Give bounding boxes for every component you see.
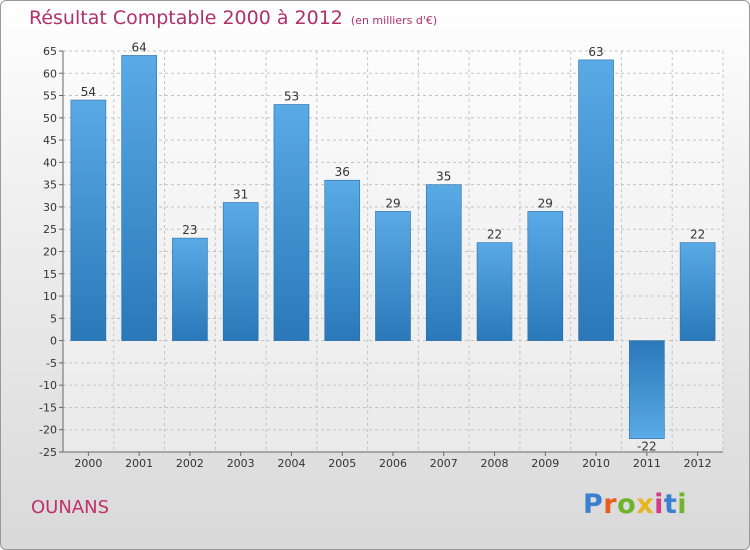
data-label-2005: 36 [335, 165, 350, 179]
y-tick-label: 55 [43, 90, 57, 103]
proxiti-logo: Proxiti [583, 489, 687, 520]
x-tick-label-2007: 2007 [430, 457, 458, 470]
data-label-2003: 31 [233, 187, 248, 201]
data-label-2004: 53 [284, 89, 299, 103]
logo-letter: i [654, 489, 664, 520]
x-tick-label-2012: 2012 [684, 457, 712, 470]
data-label-2008: 22 [487, 228, 502, 242]
logo-letter: x [636, 489, 655, 520]
y-tick-label: 30 [43, 201, 57, 214]
y-tick-label: -20 [39, 424, 57, 437]
bar-2003 [222, 202, 259, 341]
data-label-2002: 23 [182, 223, 197, 237]
logo-letter: t [663, 489, 678, 520]
data-label-2011: -22 [637, 440, 657, 454]
y-tick-label: 40 [43, 156, 57, 169]
bar-2012 [679, 242, 716, 341]
data-label-2012: 22 [690, 228, 705, 242]
bar-2009 [527, 211, 564, 341]
bar-2000 [70, 99, 107, 341]
x-tick-label-2004: 2004 [277, 457, 305, 470]
bar-2006 [375, 211, 411, 341]
x-tick-label-2006: 2006 [379, 457, 407, 470]
logo-letter: r [603, 489, 618, 520]
data-labels: 54 64 23 31 53 36 29 35 22 29 63 -22 22 [81, 40, 706, 453]
bar-2005 [324, 179, 361, 341]
y-tick-label: 35 [43, 179, 57, 192]
data-label-2000: 54 [81, 85, 96, 99]
y-tick-label: -10 [39, 379, 57, 392]
data-label-2007: 35 [436, 170, 451, 184]
chart-title: Résultat Comptable 2000 à 2012 [29, 7, 343, 29]
bar-2004 [273, 104, 310, 341]
x-tick-label-2009: 2009 [531, 457, 559, 470]
y-tick-label: -5 [46, 357, 57, 370]
bar-2001 [121, 55, 157, 341]
bar-2010 [578, 59, 614, 341]
y-tick-label: 65 [43, 45, 57, 58]
axes: -25 -20 -15 -10 -5 0 5 10 15 20 25 30 35 40 45 50 55 60 65… [39, 45, 723, 470]
x-tick-label-2008: 2008 [481, 457, 509, 470]
y-tick-label: 20 [43, 246, 57, 259]
x-tick-label-2003: 2003 [227, 457, 255, 470]
x-tick-label-2010: 2010 [582, 457, 610, 470]
bar-2002 [172, 237, 208, 341]
y-tick-label: 45 [43, 134, 57, 147]
bar-2008 [476, 242, 513, 341]
logo-letter: P [583, 489, 604, 520]
bar-2011 [629, 340, 665, 439]
x-tick-label-2011: 2011 [633, 457, 661, 470]
chart-title-block: Résultat Comptable 2000 à 2012 (en millie… [29, 7, 437, 29]
bar-2007 [425, 184, 462, 341]
logo-letter: o [617, 489, 637, 520]
y-tick-label: 25 [43, 223, 57, 236]
y-tick-label: 60 [43, 67, 57, 80]
x-tick-label-2002: 2002 [176, 457, 204, 470]
x-tick-label-2005: 2005 [328, 457, 356, 470]
y-tick-label: -25 [39, 446, 57, 459]
y-tick-label: 10 [43, 290, 57, 303]
bars [70, 55, 716, 439]
y-tick-label: 50 [43, 112, 57, 125]
logo-letter: i [677, 489, 688, 520]
data-label-2006: 29 [385, 196, 400, 210]
chart-unit: (en milliers d'€) [350, 14, 438, 27]
y-tick-label: 15 [43, 268, 57, 281]
x-tick-label-2001: 2001 [125, 457, 153, 470]
data-label-2010: 63 [588, 45, 603, 59]
y-tick-label: -15 [39, 401, 57, 414]
data-label-2001: 64 [132, 40, 147, 54]
commune-name: OUNANS [31, 497, 110, 518]
data-label-2009: 29 [538, 196, 553, 210]
y-tick-label: 0 [50, 335, 57, 348]
y-tick-label: 5 [50, 312, 57, 325]
x-tick-label-2000: 2000 [74, 457, 102, 470]
